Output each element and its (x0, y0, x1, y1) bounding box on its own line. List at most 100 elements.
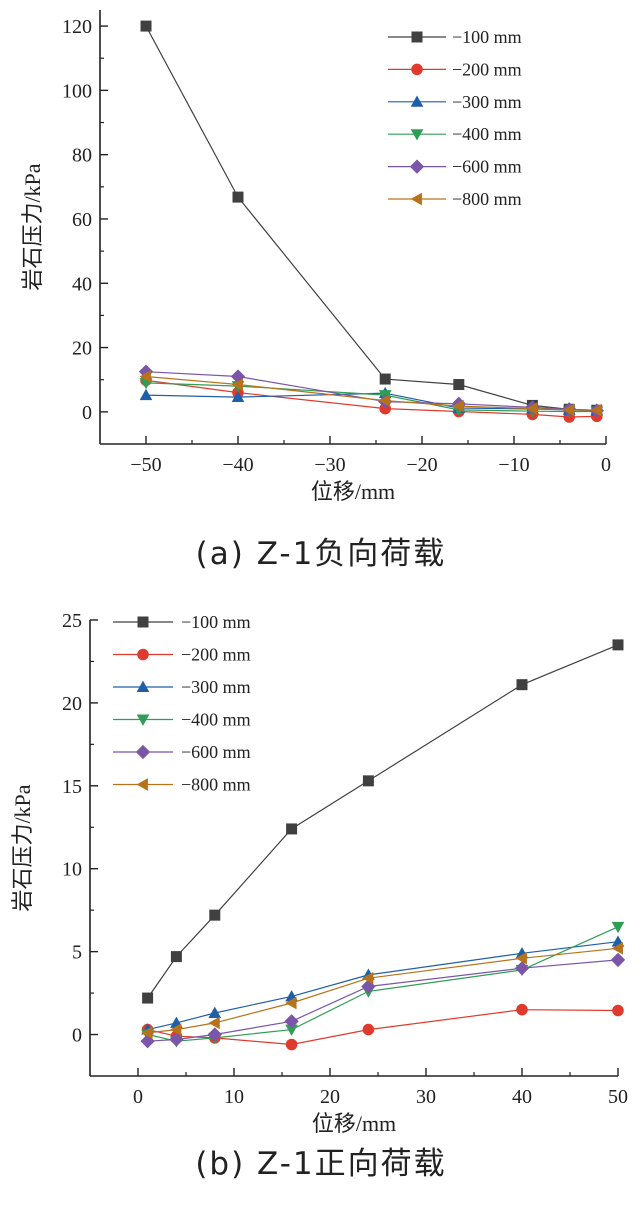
legend-item: −800 mm (388, 189, 522, 209)
legend-label: −600 mm (181, 742, 251, 762)
chart-a: 0 20 40 60 80 100 120 −50 −40 −30 −20 −10 0 位移/mm 岩石压力… (20, 10, 611, 504)
legend-label: −100 mm (452, 27, 522, 47)
legend-label: −800 mm (452, 189, 522, 209)
legend-marker (136, 680, 150, 692)
legend-item: −400 mm (388, 124, 522, 144)
series-800mm (141, 941, 623, 1040)
data-point (232, 191, 244, 203)
data-point (231, 378, 243, 391)
data-point (515, 951, 527, 965)
legend-marker (411, 31, 423, 43)
legend-marker (410, 129, 424, 141)
data-point (612, 1004, 624, 1017)
y-tick-label: 0 (72, 1025, 82, 1047)
series-600mm (140, 952, 626, 1049)
y-axis-title: 岩石压力/kPa (10, 784, 35, 911)
chart-b: 0 5 10 15 20 25 0 10 20 30 40 50 位移/mm 岩石压力/kPa −100 m… (10, 610, 628, 1136)
legend-marker (410, 192, 422, 206)
legend-marker (137, 616, 149, 628)
x-tick-label: −10 (498, 454, 529, 476)
x-tick-label: −30 (314, 454, 345, 476)
legend-item: −300 mm (113, 677, 251, 697)
y-tick-label: 40 (72, 273, 92, 295)
legend-marker (409, 159, 425, 174)
y-tick-label: 25 (62, 610, 82, 632)
y-tick-label: 120 (62, 16, 92, 38)
data-point (516, 679, 528, 691)
data-point (142, 992, 154, 1004)
legend-label: −800 mm (181, 775, 251, 795)
series-100mm (142, 639, 624, 1004)
legend-marker (411, 63, 423, 76)
x-tick-label: 20 (320, 1086, 340, 1108)
legend-item: −600 mm (388, 157, 522, 177)
legend-marker (136, 714, 150, 726)
data-point (526, 402, 538, 415)
legend-item: −300 mm (388, 92, 522, 112)
data-point (170, 1023, 182, 1036)
data-point (140, 20, 152, 32)
x-tick-label: −40 (222, 454, 253, 476)
data-point (208, 1016, 220, 1030)
y-tick-label: 5 (72, 942, 82, 964)
legend-label: −200 mm (452, 59, 522, 79)
x-tick-label: 10 (224, 1086, 244, 1108)
data-point (611, 941, 623, 955)
x-tick-label: 30 (416, 1086, 436, 1108)
data-point (231, 390, 245, 403)
caption-b: (b) Z-1正向荷载 (195, 1146, 447, 1182)
legend: −100 mm −200 mm −300 mm −400 mm −600 mm −800 … (388, 27, 522, 209)
y-tick-label: 100 (62, 80, 92, 102)
legend-label: −100 mm (181, 612, 251, 632)
series-line (147, 959, 619, 1042)
x-axis-title: 位移/mm (312, 1111, 396, 1136)
data-point (562, 403, 575, 417)
legend-item: −100 mm (388, 27, 522, 47)
data-point (208, 1006, 222, 1018)
series-100mm (140, 20, 603, 416)
legend-label: −300 mm (452, 92, 522, 112)
data-point (230, 369, 246, 384)
x-tick-label: 50 (608, 1086, 628, 1108)
y-tick-label: 60 (72, 209, 92, 231)
data-point (453, 379, 465, 391)
x-tick-label: 0 (133, 1086, 143, 1108)
data-point (362, 971, 374, 985)
series-line (145, 25, 597, 411)
data-point (284, 1014, 299, 1029)
data-point (590, 403, 602, 417)
legend-label: −400 mm (181, 710, 251, 730)
y-tick-label: 10 (62, 859, 82, 881)
legend-label: −200 mm (181, 645, 251, 665)
y-axis-title: 岩石压力/kPa (20, 163, 45, 290)
data-point (514, 961, 530, 976)
y-tick-label: 0 (82, 402, 92, 424)
data-point (209, 909, 221, 921)
data-point (612, 639, 624, 651)
caption-a: (a) Z-1负向荷载 (195, 536, 447, 572)
x-tick-label: 40 (512, 1086, 532, 1108)
data-point (378, 394, 391, 407)
legend-label: −600 mm (452, 157, 522, 177)
legend-item: −800 mm (113, 775, 251, 795)
data-point (379, 373, 391, 385)
data-point (286, 823, 298, 835)
y-tick-label: 20 (62, 693, 82, 715)
series-line (147, 644, 619, 999)
x-tick-label: −20 (406, 454, 437, 476)
data-point (516, 1003, 528, 1016)
data-point (139, 370, 151, 383)
legend-marker (136, 778, 148, 791)
legend-item: −200 mm (388, 59, 522, 79)
legend-label: −300 mm (181, 677, 251, 697)
data-point (285, 1024, 298, 1036)
data-point (141, 1026, 153, 1040)
data-point (362, 1023, 375, 1036)
legend: −100 mm −200 mm −300 mm −400 mm −600 mm −800 … (113, 612, 251, 795)
x-tick-label: 0 (601, 454, 611, 476)
y-tick-label: 15 (62, 776, 82, 798)
x-axis-title: 位移/mm (311, 479, 395, 504)
data-point (611, 921, 625, 934)
y-tick-label: 20 (72, 338, 92, 360)
